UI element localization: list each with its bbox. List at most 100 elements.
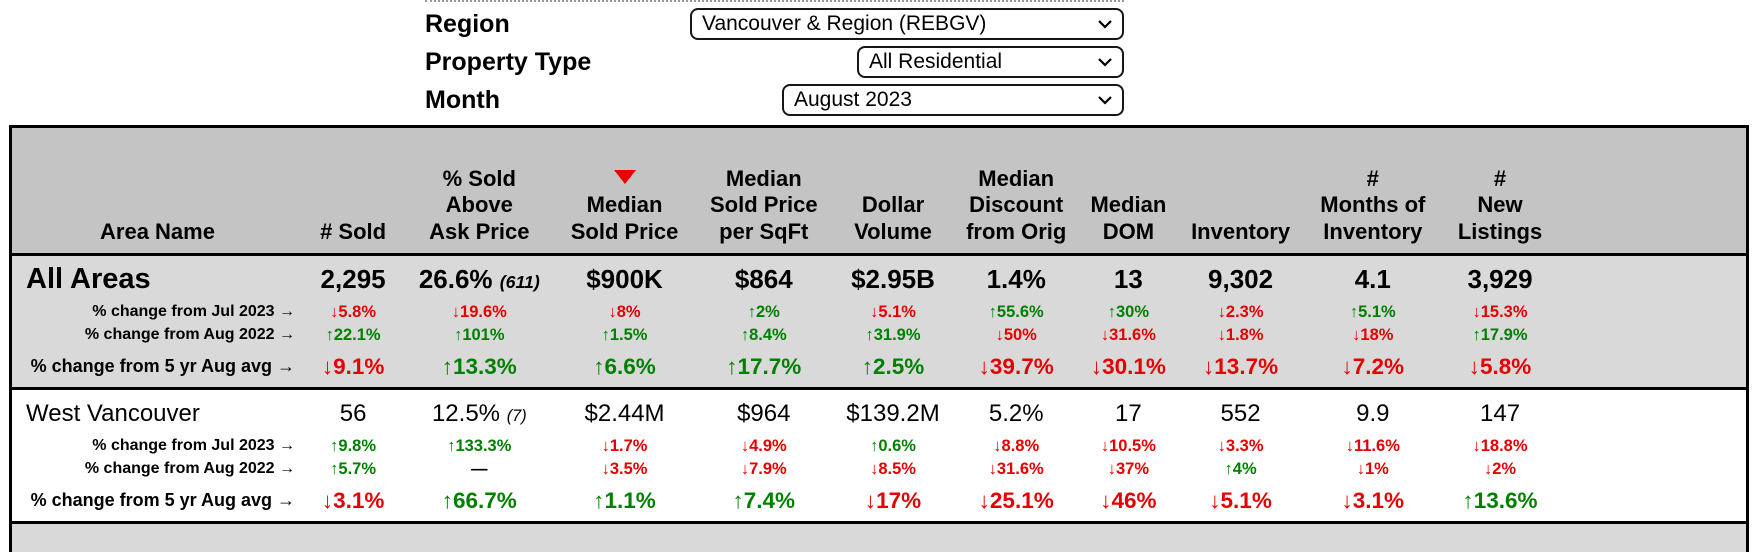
column-header-label: Median DOM bbox=[1090, 192, 1167, 244]
chevron-down-icon bbox=[1097, 95, 1113, 105]
property-type-row: Property Type All Residential bbox=[425, 43, 1124, 81]
spacer-cell bbox=[1559, 435, 1747, 458]
change-value: ↑31.9% bbox=[865, 325, 921, 344]
change-value: ↑6.6% bbox=[593, 353, 656, 379]
spacer-cell bbox=[1559, 253, 1748, 301]
column-header[interactable]: # Months of Inventory bbox=[1304, 126, 1441, 256]
month-select-value: August 2023 bbox=[794, 88, 912, 111]
metric-value-text: $139.2M bbox=[846, 399, 940, 427]
change-value: ↑7.4% bbox=[732, 487, 796, 513]
metric-value: $900K bbox=[555, 253, 694, 301]
month-select[interactable]: August 2023 bbox=[782, 84, 1124, 116]
change-row: % change from Aug 2022 → ↑5.7% — ↓3.5% ↓7.9%… bbox=[11, 458, 1748, 481]
change-row-label: % change from Jul 2023 → bbox=[92, 437, 295, 454]
change-value: ↓15.3% bbox=[1472, 302, 1528, 321]
change-value: ↓3.5% bbox=[601, 459, 648, 478]
column-header[interactable]: # New Listings bbox=[1440, 126, 1560, 256]
metric-value-text: $2.95B bbox=[851, 264, 935, 295]
spacer-cell bbox=[1559, 387, 1748, 435]
metric-value: 26.6% (611) bbox=[403, 253, 556, 301]
metric-value-text: $964 bbox=[737, 399, 791, 427]
metric-note: (7) bbox=[506, 406, 527, 425]
change-value: ↑1.5% bbox=[601, 325, 648, 344]
metric-value: 3,929 bbox=[1440, 253, 1560, 301]
region-select-value: Vancouver & Region (REBGV) bbox=[702, 12, 987, 35]
change-row: % change from Jul 2023 → ↑9.8% ↑133.3% ↓1.7… bbox=[11, 435, 1748, 458]
metric-value: 9,302 bbox=[1176, 253, 1305, 301]
change-value: ↑13.3% bbox=[441, 353, 517, 379]
metric-value: 56 bbox=[303, 387, 404, 435]
metric-value: 5.2% bbox=[952, 387, 1081, 435]
column-header[interactable]: Median DOM bbox=[1080, 126, 1177, 256]
column-header-label: # Sold bbox=[320, 218, 387, 244]
metric-value: 13 bbox=[1080, 253, 1177, 301]
change-value: ↑8.4% bbox=[740, 325, 787, 344]
change-value: ↓37% bbox=[1107, 459, 1150, 478]
change-value: ↑133.3% bbox=[447, 436, 512, 455]
column-header-label: % Sold Above Ask Price bbox=[429, 165, 530, 244]
spacer-cell bbox=[1559, 458, 1747, 481]
column-header-label: # New Listings bbox=[1457, 165, 1543, 244]
spacer-cell bbox=[1559, 301, 1747, 324]
filter-controls: Region Vancouver & Region (REBGV) Proper… bbox=[425, 0, 1124, 119]
metric-value-text: 1.4% bbox=[986, 264, 1046, 295]
change-value: ↑30% bbox=[1107, 302, 1150, 321]
spacer-cell bbox=[1559, 347, 1747, 389]
change-value: ↓25.1% bbox=[978, 487, 1054, 513]
column-header[interactable]: Median Discount from Orig bbox=[952, 126, 1081, 256]
metric-value: $964 bbox=[693, 387, 834, 435]
change-value: ↓2% bbox=[1483, 459, 1517, 478]
area-name: All Areas bbox=[10, 253, 303, 301]
change-value: ↓30.1% bbox=[1090, 353, 1166, 379]
sort-desc-icon bbox=[613, 170, 636, 185]
change-value: ↓9.1% bbox=[321, 353, 385, 379]
change-value: ↑0.6% bbox=[870, 436, 916, 455]
column-header[interactable]: Median Sold Price per SqFt bbox=[693, 126, 834, 256]
region-select[interactable]: Vancouver & Region (REBGV) bbox=[690, 8, 1124, 40]
metric-value-text: 13 bbox=[1113, 264, 1143, 295]
change-value: ↓5.8% bbox=[1468, 353, 1532, 379]
change-value: ↓50% bbox=[995, 325, 1037, 344]
column-header[interactable]: Median Sold Price bbox=[555, 126, 694, 256]
metric-value: 552 bbox=[1176, 387, 1305, 435]
column-header-label: Median Sold Price per SqFt bbox=[709, 165, 818, 244]
change-value: ↑2% bbox=[747, 302, 780, 321]
change-value: ↓8.5% bbox=[870, 459, 916, 478]
column-header[interactable]: Dollar Volume bbox=[833, 126, 953, 256]
spacer-cell bbox=[1559, 126, 1748, 256]
header-row: Area Name # Sold % Sold Above Ask Price Med… bbox=[10, 126, 1748, 256]
metric-note: (611) bbox=[499, 272, 540, 293]
change-row: % change from Aug 2022 → ↑22.1% ↑101% ↑1.5%… bbox=[11, 324, 1748, 347]
table-header: Area Name # Sold % Sold Above Ask Price Med… bbox=[10, 126, 1748, 256]
change-value: ↓8.8% bbox=[993, 436, 1040, 455]
change-value: ↑5.7% bbox=[330, 459, 377, 478]
metric-value-text: 552 bbox=[1220, 399, 1261, 427]
change-row-label: % change from Aug 2022 → bbox=[84, 460, 295, 477]
column-header[interactable]: % Sold Above Ask Price bbox=[403, 126, 556, 256]
change-value: ↑22.1% bbox=[325, 325, 381, 344]
column-header-label: # Months of Inventory bbox=[1320, 165, 1426, 244]
metric-value: 2,295 bbox=[303, 253, 404, 301]
metric-value-text: 9.9 bbox=[1356, 399, 1390, 427]
metric-value-text: 3,929 bbox=[1467, 264, 1533, 295]
column-header[interactable]: Inventory bbox=[1176, 126, 1305, 256]
metric-value: 1.4% bbox=[952, 253, 1081, 301]
change-value: ↑9.8% bbox=[330, 436, 377, 455]
property-type-select[interactable]: All Residential bbox=[857, 46, 1124, 78]
column-header[interactable]: # Sold bbox=[303, 126, 404, 256]
column-header-label: Inventory bbox=[1191, 218, 1291, 244]
change-value: ↓5.8% bbox=[330, 302, 377, 321]
metric-value: $139.2M bbox=[833, 387, 953, 435]
column-header[interactable]: Area Name bbox=[10, 126, 303, 256]
change-value: ↓13.7% bbox=[1203, 353, 1279, 379]
table-row: West Vancouver 56 12.5% (7) $2.44M $964 $139.… bbox=[10, 387, 1748, 435]
change-value: ↓17% bbox=[864, 487, 922, 513]
stats-table: Area Name # Sold % Sold Above Ask Price Med… bbox=[9, 125, 1749, 524]
change-value: ↓8% bbox=[608, 302, 641, 321]
column-header-label: Area Name bbox=[100, 218, 215, 244]
metric-value: 12.5% (7) bbox=[403, 387, 556, 435]
metric-value-text: $2.44M bbox=[584, 399, 665, 427]
metric-value: 147 bbox=[1440, 387, 1560, 435]
change-value: ↑2.5% bbox=[861, 353, 925, 379]
